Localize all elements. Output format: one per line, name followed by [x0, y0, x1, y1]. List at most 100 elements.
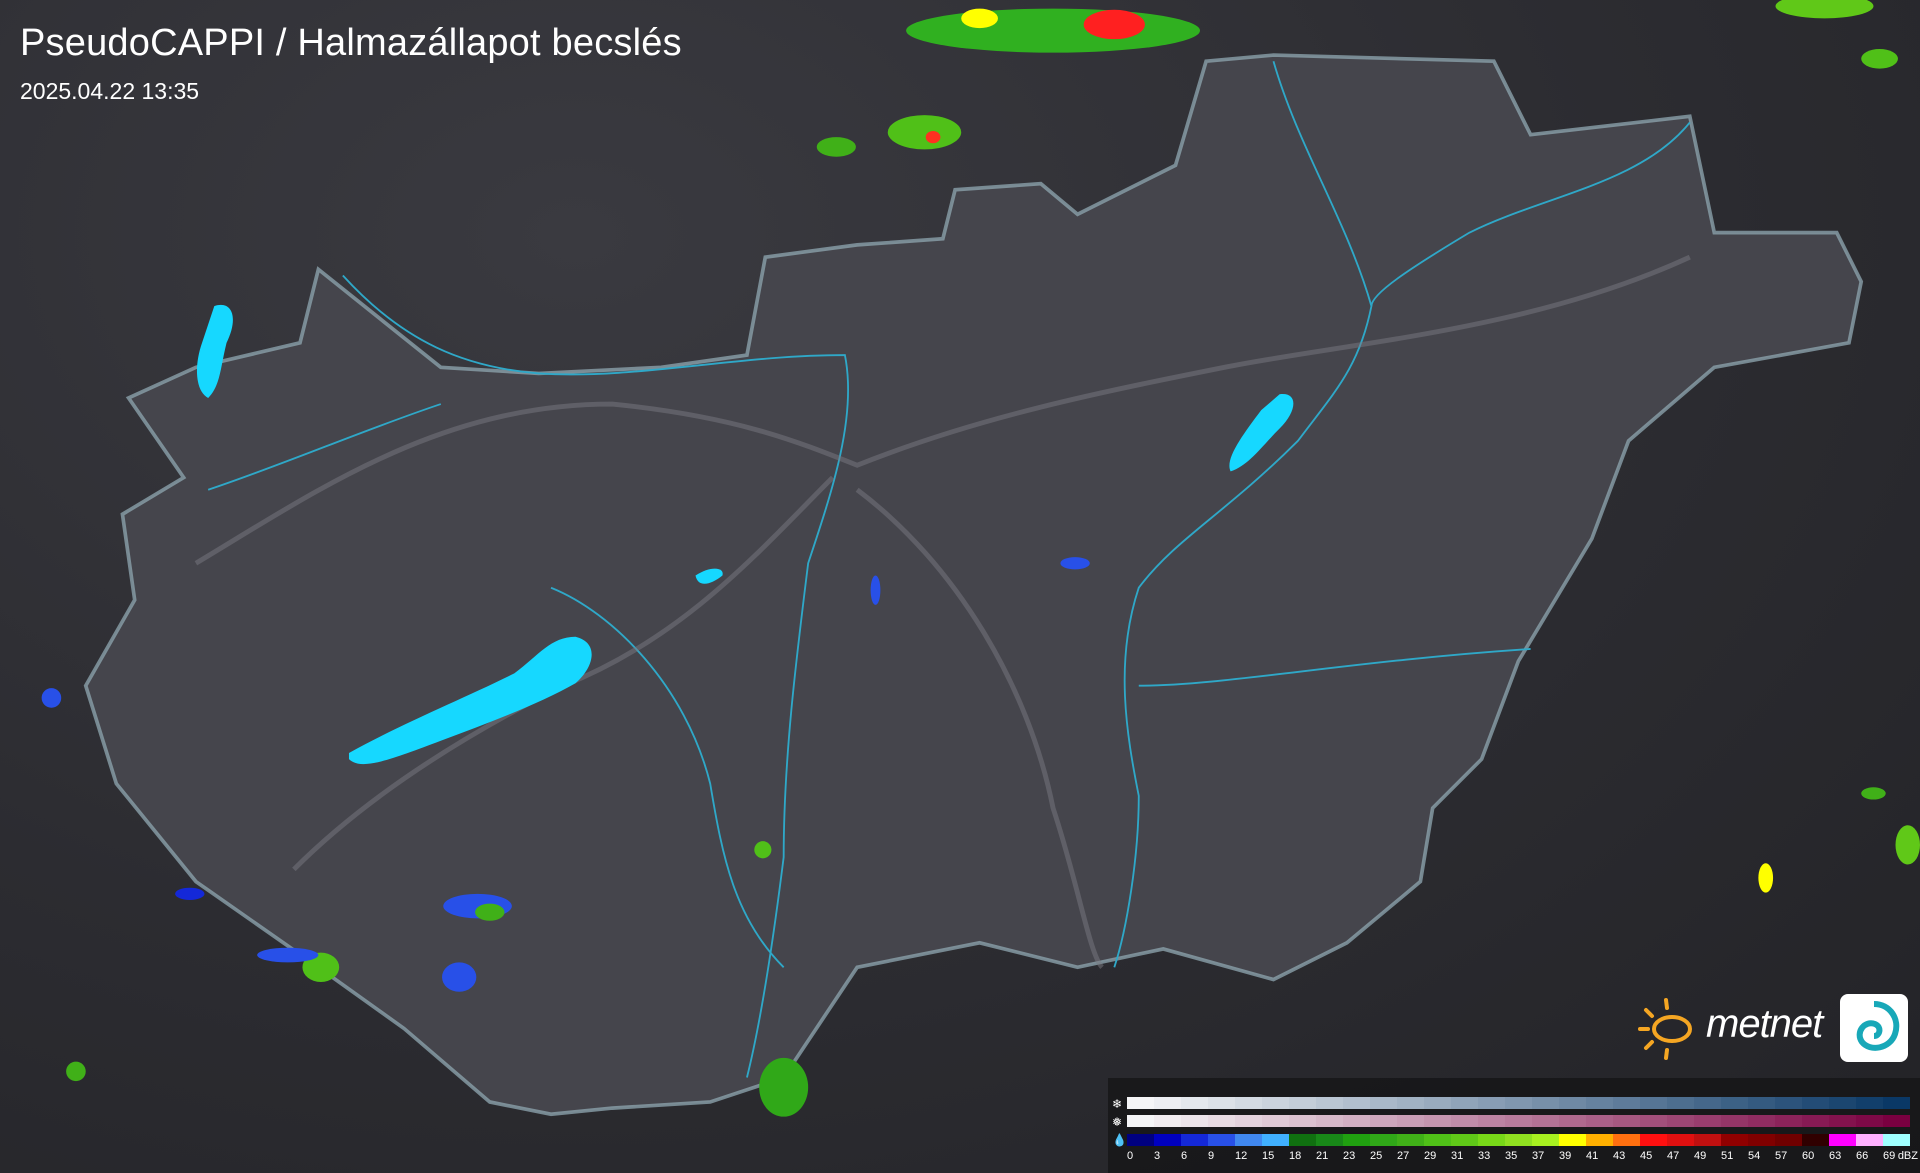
rain-cell [1208, 1134, 1235, 1146]
mixed-cell [1127, 1115, 1154, 1127]
mixed-cell [1424, 1115, 1451, 1127]
legend-tick-label: 35 [1505, 1150, 1518, 1162]
mixed-cell [1343, 1115, 1370, 1127]
rain-cell [1667, 1134, 1694, 1146]
rain-cell [1586, 1134, 1613, 1146]
snow-cell [1208, 1097, 1235, 1109]
mixed-scale [1127, 1115, 1910, 1127]
rain-cell [1802, 1134, 1829, 1146]
legend-tick-label: 15 [1262, 1150, 1275, 1162]
mixed-cell [1802, 1115, 1829, 1127]
mixed-cell [1856, 1115, 1883, 1127]
legend-tick-label: 9 [1208, 1150, 1215, 1162]
mixed-cell [1721, 1115, 1748, 1127]
legend-tick-label: 43 [1613, 1150, 1626, 1162]
snow-cell [1532, 1097, 1559, 1109]
snow-cell [1829, 1097, 1856, 1109]
legend-tick-label: 12 [1235, 1150, 1248, 1162]
hungary-country-area [83, 53, 1864, 1117]
logo-text: metnet [1706, 1002, 1823, 1046]
mixed-cell [1613, 1115, 1640, 1127]
snow-cell [1316, 1097, 1343, 1109]
snow-cell [1262, 1097, 1289, 1109]
mixed-cell [1829, 1115, 1856, 1127]
rain-cell [1154, 1134, 1181, 1146]
rain-cell [1262, 1134, 1289, 1146]
legend-labels: 0 3 6 9 12 15 18 21 23 25 27 29 31 33 35 37 39 41 43 45 47 49… [1127, 1150, 1910, 1164]
snow-cell [1397, 1097, 1424, 1109]
page-title: PseudoCAPPI / Halmazállapot becslés [20, 22, 682, 64]
snow-cell [1694, 1097, 1721, 1109]
rain-cell [1829, 1134, 1856, 1146]
legend-tick-label: 63 [1829, 1150, 1842, 1162]
legend-tick-label: 41 [1586, 1150, 1599, 1162]
lakes [196, 304, 1294, 765]
mixed-cell [1478, 1115, 1505, 1127]
mixed-cell [1748, 1115, 1775, 1127]
rain-cell [1613, 1134, 1640, 1146]
mixed-cell [1505, 1115, 1532, 1127]
snowflake-icon: ❄ [1112, 1097, 1123, 1111]
mixed-cell [1289, 1115, 1316, 1127]
rain-cell [1559, 1134, 1586, 1146]
rain-cell [1748, 1134, 1775, 1146]
snow-cell [1586, 1097, 1613, 1109]
snow-cell [1154, 1097, 1181, 1109]
precipitation-echoes [41, 0, 1920, 1117]
mixed-cell [1235, 1115, 1262, 1127]
legend-tick-label: 66 [1856, 1150, 1869, 1162]
mixed-cell [1532, 1115, 1559, 1127]
snow-cell [1127, 1097, 1154, 1109]
legend-tick-label: 47 [1667, 1150, 1680, 1162]
rain-cell [1505, 1134, 1532, 1146]
rain-cell [1127, 1134, 1154, 1146]
snow-cell [1559, 1097, 1586, 1109]
legend-tick-label: 23 [1343, 1150, 1356, 1162]
snow-cell [1451, 1097, 1478, 1109]
rain-cell [1478, 1134, 1505, 1146]
legend-tick-label: 69 [1883, 1150, 1896, 1162]
lake-ferto [196, 304, 233, 398]
legend-tick-label: 54 [1748, 1150, 1761, 1162]
rain-cell [1370, 1134, 1397, 1146]
legend-tick-label: 6 [1181, 1150, 1188, 1162]
legend-tick-label: 33 [1478, 1150, 1491, 1162]
mixed-cell [1397, 1115, 1424, 1127]
snow-cell [1856, 1097, 1883, 1109]
rain-cell [1883, 1134, 1910, 1146]
legend-tick-label: 0 [1127, 1150, 1134, 1162]
rain-cell [1316, 1134, 1343, 1146]
snow-cell [1343, 1097, 1370, 1109]
lake-tisza [1229, 394, 1294, 472]
rain-scale [1127, 1134, 1910, 1146]
mixed-cell [1883, 1115, 1910, 1127]
mixed-cell [1262, 1115, 1289, 1127]
snow-scale [1127, 1097, 1910, 1109]
snow-cell [1667, 1097, 1694, 1109]
snow-cell [1883, 1097, 1910, 1109]
legend-tick-label: 57 [1775, 1150, 1788, 1162]
snow-cell [1775, 1097, 1802, 1109]
legend-tick-label: 31 [1451, 1150, 1464, 1162]
mixed-cell [1181, 1115, 1208, 1127]
mixed-cell [1208, 1115, 1235, 1127]
unit-label: dBZ [1897, 1150, 1918, 1162]
snow-cell [1424, 1097, 1451, 1109]
mixed-cell [1370, 1115, 1397, 1127]
legend-tick-label: 37 [1532, 1150, 1545, 1162]
snow-cell [1289, 1097, 1316, 1109]
legend-tick-label: 45 [1640, 1150, 1653, 1162]
mixed-cell [1586, 1115, 1613, 1127]
rain-cell [1775, 1134, 1802, 1146]
snow-cell [1370, 1097, 1397, 1109]
legend-tick-label: 18 [1289, 1150, 1302, 1162]
rain-cell [1181, 1134, 1208, 1146]
snow-cell [1505, 1097, 1532, 1109]
mixed-cell [1451, 1115, 1478, 1127]
legend-tick-label: 29 [1424, 1150, 1437, 1162]
legend-tick-label: 3 [1154, 1150, 1161, 1162]
rain-cell [1235, 1134, 1262, 1146]
dbz-color-legend: ❄ ❅ 💧 0 3 6 9 12 15 18 21 23 25 27 29 31 33 35 37 39 41 43… [1108, 1078, 1920, 1173]
